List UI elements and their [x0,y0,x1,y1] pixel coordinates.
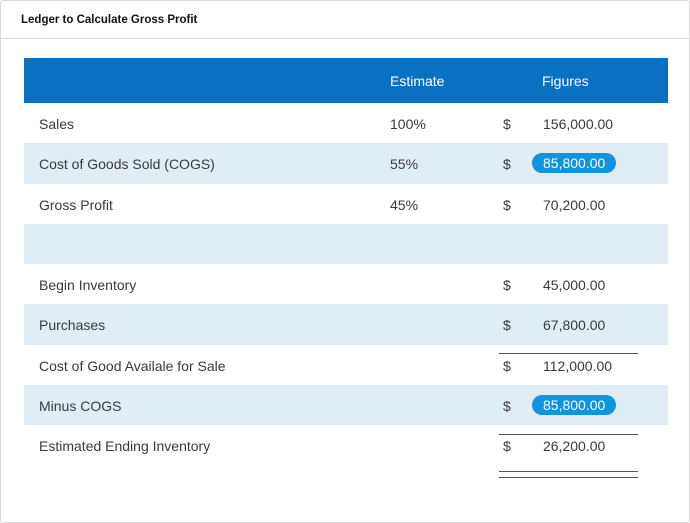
row-figure: 45,000.00 [543,277,606,294]
row-currency: $ [503,277,511,294]
table-header: Estimate Figures [24,58,668,103]
table-row-available-for-sale: Cost of Good Availale for Sale $ 112,000… [24,345,668,385]
row-label: Gross Profit [39,196,113,213]
row-figure: 70,200.00 [543,196,606,213]
table-row-purchases: Purchases $ 67,800.00 [24,304,668,345]
column-header-estimate: Estimate [390,73,445,89]
row-estimate: 45% [390,196,419,213]
row-figure: 156,000.00 [543,116,614,132]
table-row-spacer [24,223,668,265]
row-currency: $ [503,398,511,415]
subtotal-rule [499,353,638,354]
row-currency: $ [503,357,511,374]
column-header-figures: Figures [542,73,589,89]
row-figure: 67,800.00 [543,317,606,334]
highlighted-figure: 85,800.00 [532,395,617,416]
table-row-begin-inventory: Begin Inventory $ 45,000.00 [24,264,668,304]
row-currency: $ [503,196,511,213]
row-currency: $ [503,438,511,455]
row-label: Begin Inventory [39,277,137,294]
table-row-cogs: Cost of Goods Sold (COGS) 55% $ 85,800.0… [24,143,668,184]
total-double-rule-bottom [499,477,638,478]
row-label: Minus COGS [39,398,122,415]
row-currency: $ [503,116,511,132]
table-row-gross-profit: Gross Profit 45% $ 70,200.00 [24,184,668,224]
ledger-table: Estimate Figures Sales 100% $ 156,000.00… [24,58,668,478]
row-currency: $ [503,156,511,173]
row-label: Purchases [39,317,106,334]
highlighted-figure: 85,800.00 [532,153,617,174]
row-estimate: 55% [390,156,419,173]
title-bar: Ledger to Calculate Gross Profit [1,1,689,39]
row-label: Sales [39,116,75,132]
row-label: Estimated Ending Inventory [39,438,211,455]
ledger-title: Ledger to Calculate Gross Profit [21,14,198,26]
subtotal-rule [499,434,638,435]
table-row-minus-cogs: Minus COGS $ 85,800.00 [24,385,668,426]
row-figure: 112,000.00 [543,357,613,374]
total-double-rule-top [499,471,638,472]
table-row-sales: Sales 100% $ 156,000.00 [24,103,668,143]
row-currency: $ [503,317,511,334]
row-label: Cost of Goods Sold (COGS) [39,156,215,173]
row-estimate: 100% [390,116,426,132]
row-label: Cost of Good Availale for Sale [39,357,226,374]
table-row-ending-inventory: Estimated Ending Inventory $ 26,200.00 [24,425,668,465]
row-figure: 26,200.00 [543,438,606,455]
